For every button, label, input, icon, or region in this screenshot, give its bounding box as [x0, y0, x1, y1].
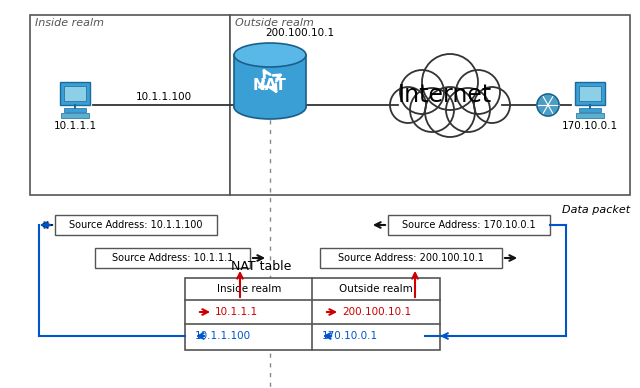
FancyBboxPatch shape — [61, 113, 89, 118]
Circle shape — [425, 87, 475, 137]
Text: Source Address: 10.1.1.1: Source Address: 10.1.1.1 — [112, 253, 233, 263]
FancyBboxPatch shape — [575, 82, 605, 105]
FancyBboxPatch shape — [63, 86, 86, 101]
FancyBboxPatch shape — [65, 108, 86, 112]
Ellipse shape — [234, 95, 306, 119]
Circle shape — [422, 54, 478, 110]
Text: Data packet: Data packet — [562, 205, 630, 215]
Text: 10.1.1.1: 10.1.1.1 — [53, 121, 97, 131]
Circle shape — [446, 88, 490, 132]
Text: Inside realm: Inside realm — [216, 284, 281, 294]
Text: Source Address: 200.100.10.1: Source Address: 200.100.10.1 — [338, 253, 484, 263]
Circle shape — [400, 70, 444, 114]
FancyBboxPatch shape — [60, 82, 90, 105]
Text: Source Address: 170.10.0.1: Source Address: 170.10.0.1 — [402, 220, 536, 230]
Circle shape — [390, 87, 426, 123]
FancyBboxPatch shape — [579, 86, 602, 101]
Text: NAT: NAT — [253, 78, 287, 94]
Text: Outside realm: Outside realm — [235, 18, 314, 28]
FancyBboxPatch shape — [320, 248, 502, 268]
Text: Source Address: 10.1.1.100: Source Address: 10.1.1.100 — [69, 220, 203, 230]
FancyBboxPatch shape — [55, 215, 217, 235]
FancyBboxPatch shape — [230, 15, 630, 195]
Circle shape — [537, 94, 559, 116]
FancyBboxPatch shape — [185, 278, 440, 350]
Text: Internet: Internet — [398, 83, 492, 107]
FancyBboxPatch shape — [95, 248, 250, 268]
Text: Inside realm: Inside realm — [35, 18, 104, 28]
Text: NAT table: NAT table — [231, 260, 292, 273]
Text: 10.1.1.1: 10.1.1.1 — [215, 307, 258, 317]
FancyBboxPatch shape — [577, 113, 604, 118]
FancyBboxPatch shape — [30, 15, 230, 195]
Circle shape — [474, 87, 510, 123]
Text: 170.10.0.1: 170.10.0.1 — [562, 121, 618, 131]
Text: 200.100.10.1: 200.100.10.1 — [266, 28, 335, 38]
Text: 10.1.1.100: 10.1.1.100 — [195, 331, 251, 341]
FancyBboxPatch shape — [234, 55, 306, 107]
Ellipse shape — [234, 43, 306, 67]
Text: 170.10.0.1: 170.10.0.1 — [322, 331, 378, 341]
Text: 200.100.10.1: 200.100.10.1 — [342, 307, 411, 317]
Circle shape — [410, 88, 454, 132]
Text: 10.1.1.100: 10.1.1.100 — [136, 92, 191, 102]
FancyBboxPatch shape — [579, 108, 600, 112]
Circle shape — [456, 70, 500, 114]
Text: Outside realm: Outside realm — [339, 284, 413, 294]
FancyBboxPatch shape — [388, 215, 550, 235]
